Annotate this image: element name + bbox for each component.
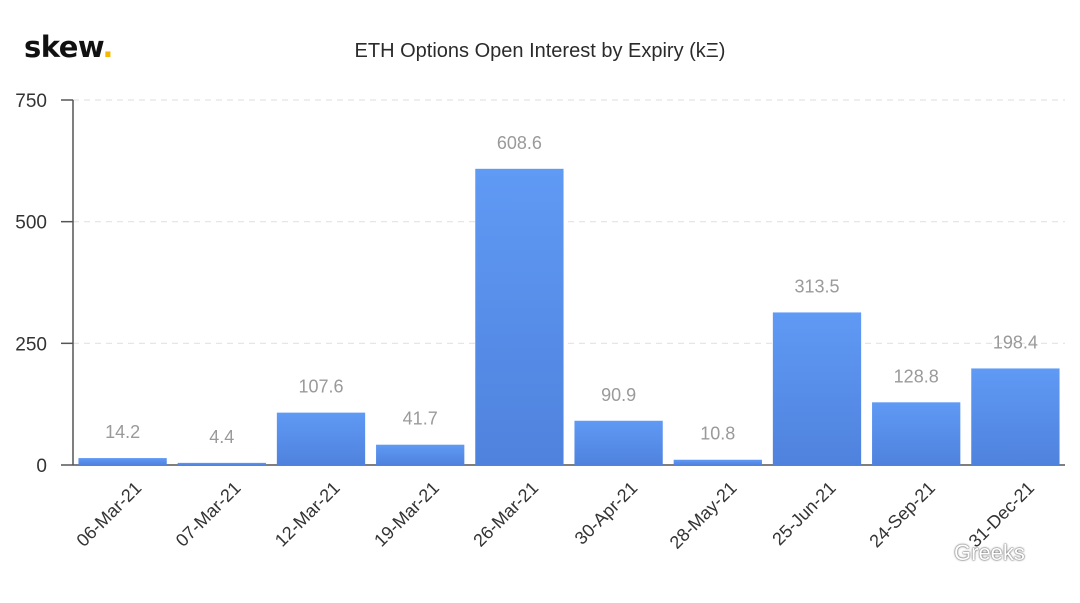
watermark-text: Greeks [954, 540, 1025, 565]
logo-dot: . [102, 30, 113, 64]
value-label: 608.6 [497, 133, 542, 153]
logo-text: skew [24, 30, 103, 64]
value-label: 4.4 [209, 427, 234, 447]
x-tick-label: 06-Mar-21 [73, 478, 146, 551]
wechat-icon [913, 539, 948, 566]
x-tick-label: 26-Mar-21 [469, 478, 542, 551]
x-tick-label: 30-Apr-21 [571, 478, 642, 549]
x-tick-label: 25-Jun-21 [768, 478, 839, 549]
value-label: 10.8 [700, 424, 735, 444]
value-label: 107.6 [298, 377, 343, 397]
x-tick-label: 07-Mar-21 [172, 478, 245, 551]
value-label: 14.2 [105, 422, 140, 442]
x-tick-label: 19-Mar-21 [370, 478, 443, 551]
bars [78, 168, 1060, 465]
chart-title: ETH Options Open Interest by Expiry (kΞ) [354, 40, 726, 62]
bar-07-Mar-21 [177, 462, 266, 465]
bar-24-Sep-21 [872, 402, 961, 465]
y-tick-label: 500 [15, 213, 47, 234]
bar-06-Mar-21 [78, 458, 167, 465]
skew-logo: skew. [24, 30, 113, 64]
value-labels: 14.2 4.4 107.6 41.7 608.6 90.9 10.8 313.5 128.8 1… [105, 133, 1038, 447]
watermark: Greeks [912, 538, 1025, 568]
bar-31-Dec-21 [971, 368, 1060, 465]
x-tick-label: 12-Mar-21 [271, 478, 344, 551]
value-label: 90.9 [601, 385, 636, 405]
gridlines [73, 99, 1065, 344]
bar-26-Mar-21 [475, 168, 564, 465]
y-tick-label: 250 [15, 334, 47, 355]
bar-12-Mar-21 [276, 412, 366, 465]
bar-30-Apr-21 [574, 420, 663, 465]
value-label: 41.7 [403, 409, 438, 429]
y-tick-label: 750 [15, 91, 47, 112]
value-label: 313.5 [794, 276, 839, 296]
bar-25-Jun-21 [772, 312, 862, 465]
value-label: 128.8 [894, 366, 939, 386]
x-tick-label: 28-May-21 [666, 478, 741, 553]
value-label: 198.4 [993, 332, 1038, 352]
bar-19-Mar-21 [376, 444, 465, 465]
bar-28-May-21 [673, 459, 762, 465]
y-tick-label: 0 [36, 456, 47, 477]
